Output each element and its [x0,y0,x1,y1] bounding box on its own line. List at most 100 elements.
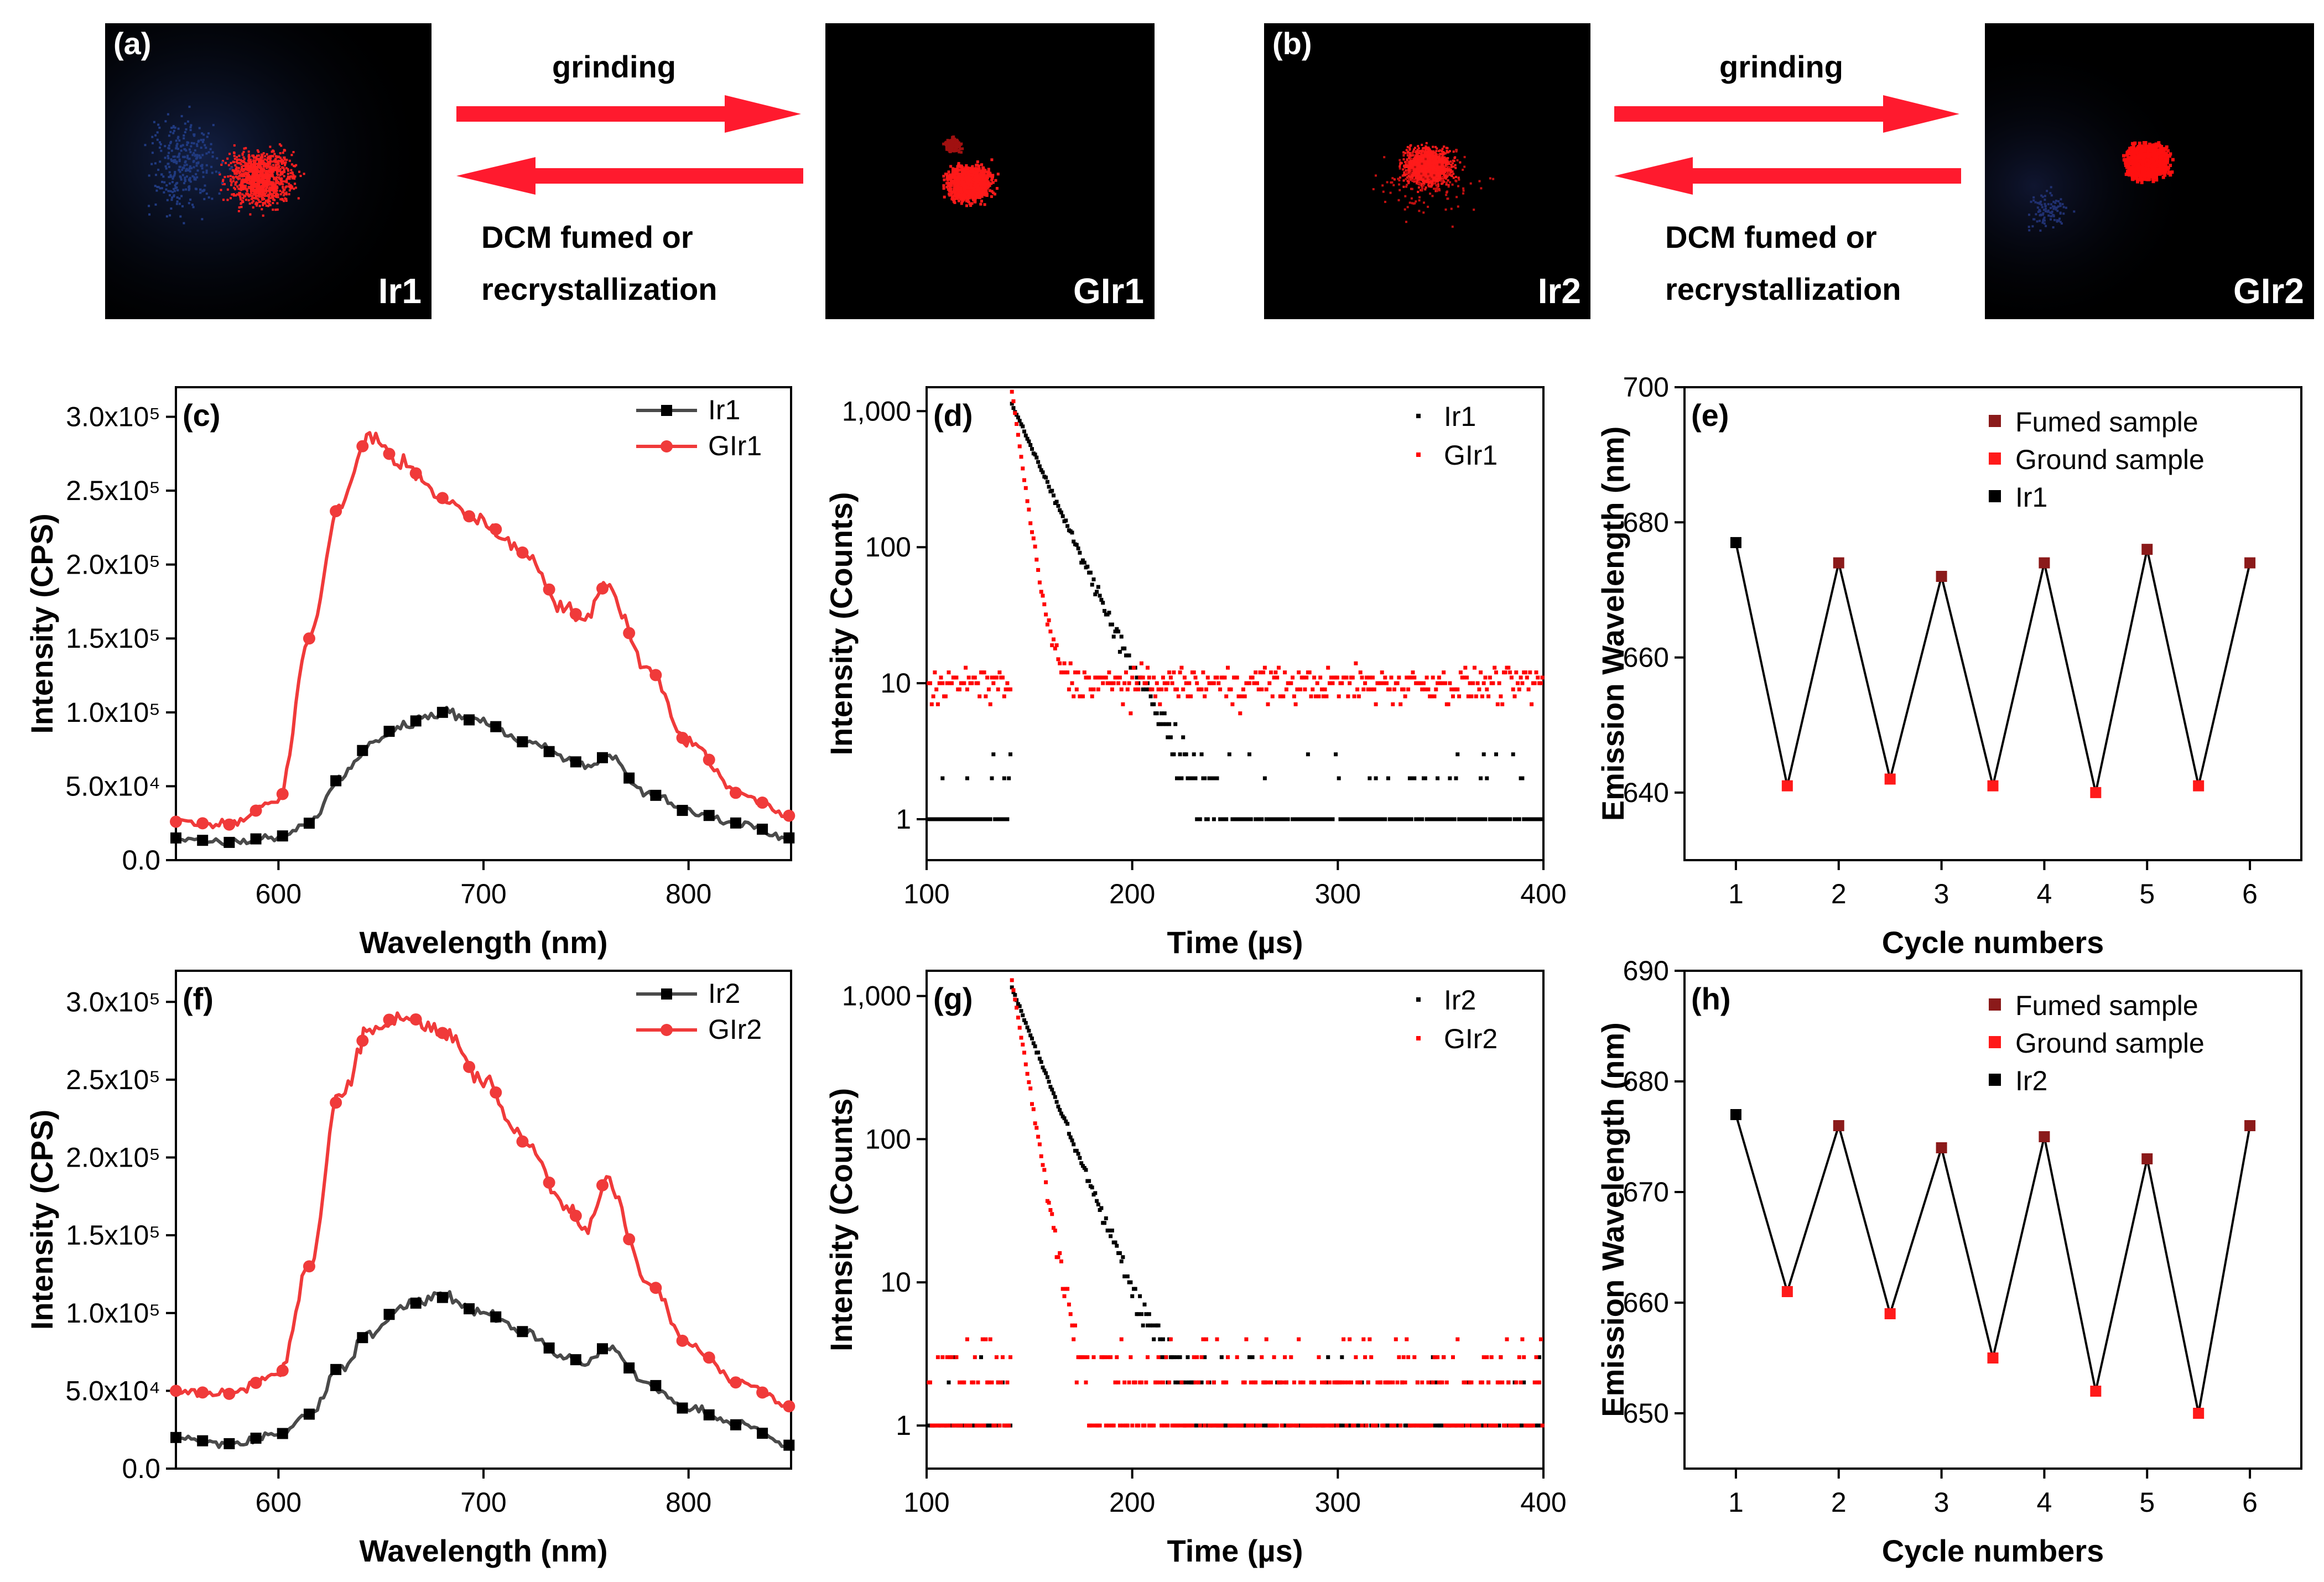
glow-dot [967,191,970,195]
glow-dot [1439,173,1442,175]
photo-row: (a) Ir1 grinding DCM fumed or recrystall… [105,23,2314,319]
glow-dot [1449,169,1452,171]
glow-dot [167,190,170,192]
glow-dot [1425,165,1428,168]
glow-dot [1448,150,1451,153]
glow-dot [164,120,167,123]
glow-dot [248,162,251,164]
glow-dot [287,173,289,175]
glow-dot [1411,169,1413,171]
glow-dot [235,161,238,163]
glow-dot [1405,164,1407,167]
glow-dot [1406,161,1408,164]
glow-dot [262,197,264,199]
glow-dot [1412,202,1415,205]
glow-dot [964,190,967,193]
glow-dot [1407,150,1410,153]
glow-dot [253,157,255,159]
glow-dot [262,194,265,197]
glow-dot [241,160,243,163]
glow-dot [277,194,279,196]
glow-dot [251,154,254,157]
glow-dot [1416,173,1419,176]
glow-dot [1413,148,1415,151]
glow-dot [196,156,199,159]
glow-dot [980,188,983,191]
glow-dot [953,181,956,185]
glow-dot [234,164,237,166]
glow-dot [1431,182,1433,185]
glow-dot [259,175,261,178]
glow-dot [288,176,290,179]
glow-dot [171,181,174,184]
glow-dot [1451,170,1454,173]
glow-dot [266,165,269,168]
glow-dot [944,141,947,144]
glow-dot [1439,159,1442,162]
glow-dot [1429,159,1432,162]
glow-dot [274,190,277,192]
glow-dot [983,187,986,190]
glow-dot [290,154,293,157]
glow-dot [1405,166,1408,168]
glow-dot [1492,178,1495,180]
glow-dot [243,179,245,181]
glow-dot [954,145,958,149]
glow-dot [176,155,179,158]
glow-dot [186,141,189,144]
glow-dot [1418,183,1421,186]
glow-dot [990,182,993,185]
glow-dot [1432,169,1435,171]
glow-dot [181,205,184,207]
glow-dot [261,188,264,190]
fumed-label-1a: DCM fumed or [481,220,693,254]
glow-dot [179,170,181,173]
glow-dot [969,189,972,192]
glow-dot [169,194,171,196]
glow-dot [288,159,291,162]
glow-dot [187,120,189,123]
glow-dot [250,184,253,186]
glow-dot [170,175,172,178]
glow-dot [1425,159,1428,162]
glow-dot [1417,147,1420,150]
glow-dot [236,193,238,196]
glow-dot [1397,199,1400,201]
glow-dot [1437,153,1439,156]
glow-dot [942,175,945,178]
glow-dot [172,175,175,178]
glow-dot [289,172,292,174]
glow-dot [1418,176,1421,179]
glow-dot [1398,176,1401,179]
glow-dot [180,178,183,181]
glow-dot [243,158,246,160]
glow-dot [270,171,273,174]
glow-dot [283,158,286,161]
glow-dot [228,168,231,170]
glow-dot [962,181,965,184]
glow-dot [157,169,160,171]
glow-dot [289,184,292,186]
glow-dot [166,199,169,201]
glow-dot [210,143,212,145]
glow-dot [2131,144,2135,148]
glow-dot [247,199,250,202]
glow-dot [261,155,263,158]
glow-dot [971,174,974,177]
glow-dot [956,188,960,191]
glow-dot [257,191,260,194]
glow-dot [1430,184,1433,186]
glow-dot [1439,169,1442,172]
glow-dot [288,189,291,192]
glow-dot [262,160,265,163]
glow-dot [183,164,186,167]
glow-dot [155,189,158,192]
glow-dot [955,138,958,142]
glow-dot [1397,178,1400,180]
glow-dot [1406,184,1408,186]
glow-dot [251,195,253,197]
glow-dot [958,164,961,168]
glow-dot [1417,165,1420,168]
glow-dot [170,140,172,143]
glow-dot [1408,173,1411,176]
